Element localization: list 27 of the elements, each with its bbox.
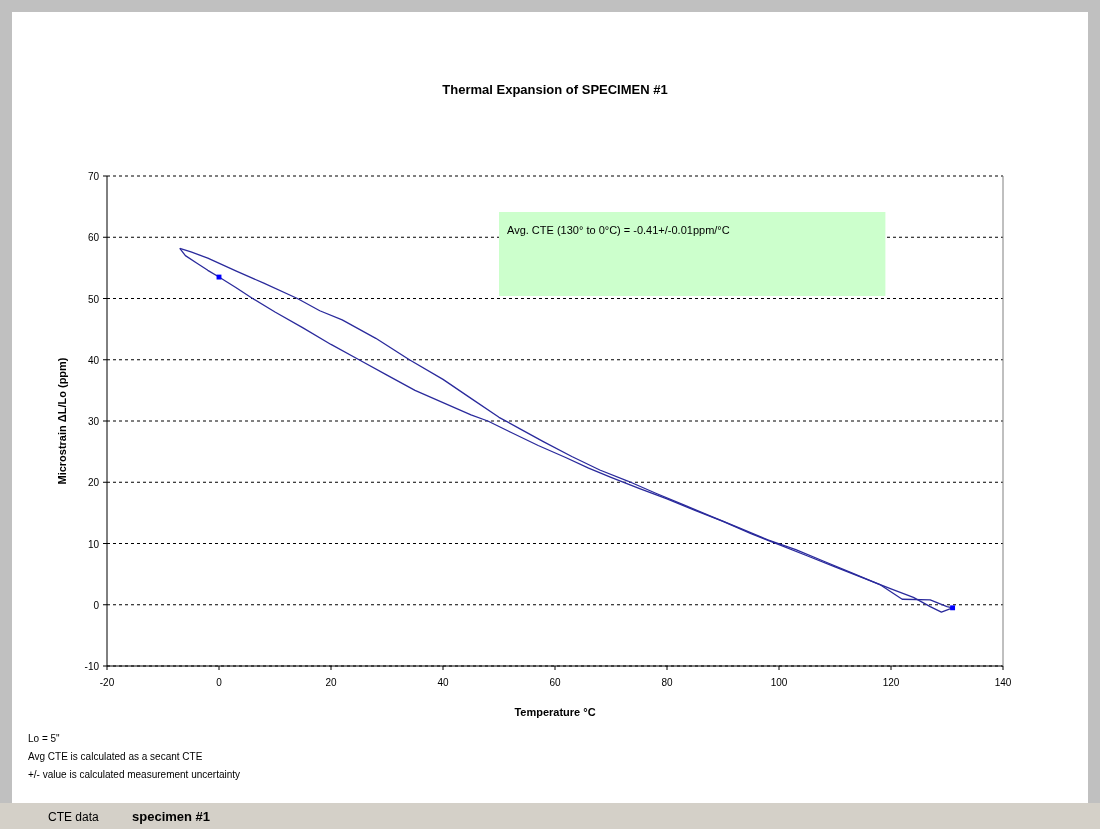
x-tick-label: 0	[216, 677, 223, 688]
text: specimen #1	[132, 809, 211, 824]
x-tick-label: 120	[882, 677, 900, 688]
annotation: Avg. CTE (130° to 0°C) = -0.41+/-0.01ppm/°C	[507, 224, 730, 236]
x-tick-label: 140	[994, 677, 1012, 688]
text: CTE data	[48, 810, 100, 824]
x-tick-label: 40	[437, 677, 449, 688]
x-tick-label: -20	[99, 677, 115, 688]
x-tick-label: 20	[325, 677, 337, 688]
text: +/- value is calculated measurement uncertainty	[28, 769, 241, 780]
x-tick-label: 80	[661, 677, 673, 688]
x-tick-label: 60	[549, 677, 561, 688]
y-tick-label: 20	[87, 477, 100, 489]
y-tick-label: 50	[87, 293, 100, 305]
y-tick-label: 10	[87, 538, 100, 550]
y-tick-label: 40	[87, 354, 100, 366]
text: Lo = 5"	[28, 733, 61, 744]
y-tick-label: -10	[84, 661, 100, 672]
y-tick-label: 70	[87, 171, 100, 182]
text: Avg CTE is calculated as a secant CTE	[28, 751, 203, 762]
x-axis-title: Temperature °C	[514, 706, 596, 718]
y-tick-label: 0	[93, 599, 100, 611]
y-tick-label: 30	[87, 416, 100, 427]
y-tick-label: 60	[87, 232, 100, 244]
y-axis-title: Microstrain ΔL/Lo (ppm)	[56, 357, 68, 485]
chart-title: Thermal Expansion of SPECIMEN #1	[442, 82, 668, 97]
x-tick-label: 100	[770, 677, 788, 688]
